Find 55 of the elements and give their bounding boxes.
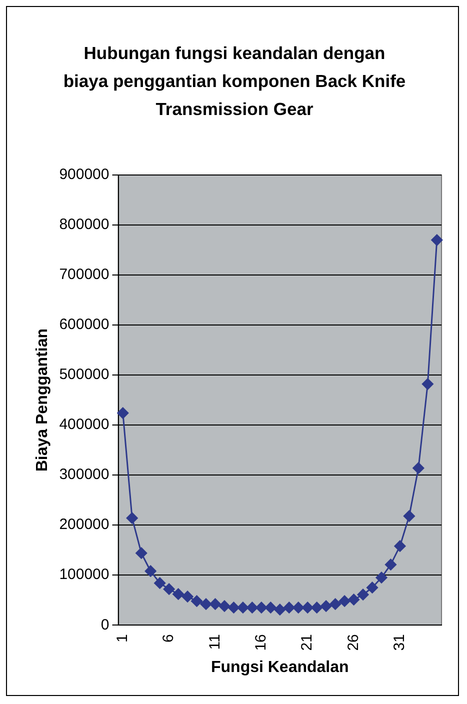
y-axis-title: Biaya Penggantian: [34, 328, 52, 472]
point: [330, 598, 342, 610]
point: [237, 602, 249, 614]
point: [144, 565, 156, 577]
point: [182, 590, 194, 602]
x-axis-title: Fungsi Keandalan: [210, 658, 349, 676]
point: [283, 602, 295, 614]
y-tick-label: 400000: [59, 416, 110, 434]
chart-title: Hubungan fungsi keandalan dengan biaya penggantian komponen Back Knife Transmission Gear: [62, 42, 407, 121]
point: [292, 602, 304, 614]
x-tick-label: 26: [344, 634, 362, 651]
point: [264, 602, 276, 614]
y-tick-label: 0: [100, 616, 110, 634]
x-tick-label: 6: [160, 634, 178, 642]
point: [256, 602, 268, 614]
point: [172, 588, 184, 600]
point: [348, 594, 360, 606]
point: [412, 462, 424, 474]
point: [117, 407, 129, 419]
point: [200, 598, 212, 610]
point: [338, 595, 350, 607]
point: [274, 604, 286, 616]
y-tick-label: 700000: [59, 266, 110, 284]
point: [422, 378, 434, 390]
point: [366, 582, 378, 594]
y-tick-label: 100000: [59, 566, 110, 584]
y-tick-label: 300000: [59, 466, 110, 484]
point: [163, 583, 175, 595]
point: [394, 540, 406, 552]
y-tick-label: 800000: [59, 216, 110, 234]
point: [357, 588, 369, 600]
point: [218, 600, 230, 612]
point: [246, 602, 258, 614]
y-tick-label: 900000: [59, 166, 110, 184]
x-tick-label: 16: [252, 634, 270, 651]
point: [376, 572, 388, 584]
point: [431, 234, 443, 246]
point: [320, 600, 332, 612]
point: [126, 512, 138, 524]
point: [384, 558, 396, 570]
x-tick-label: 11: [206, 634, 224, 650]
point: [136, 547, 148, 559]
y-tick-label: 500000: [59, 366, 110, 384]
point: [228, 602, 240, 614]
point: [209, 598, 221, 610]
x-tick-label: 21: [298, 634, 316, 651]
point: [403, 510, 415, 522]
y-tick-label: 200000: [59, 516, 110, 534]
x-tick-label: 31: [391, 634, 408, 651]
x-tick-label: 1: [114, 634, 132, 642]
point: [311, 602, 323, 614]
point: [154, 577, 166, 589]
point: [191, 595, 203, 607]
y-tick-label: 600000: [59, 316, 110, 334]
point: [302, 602, 314, 614]
